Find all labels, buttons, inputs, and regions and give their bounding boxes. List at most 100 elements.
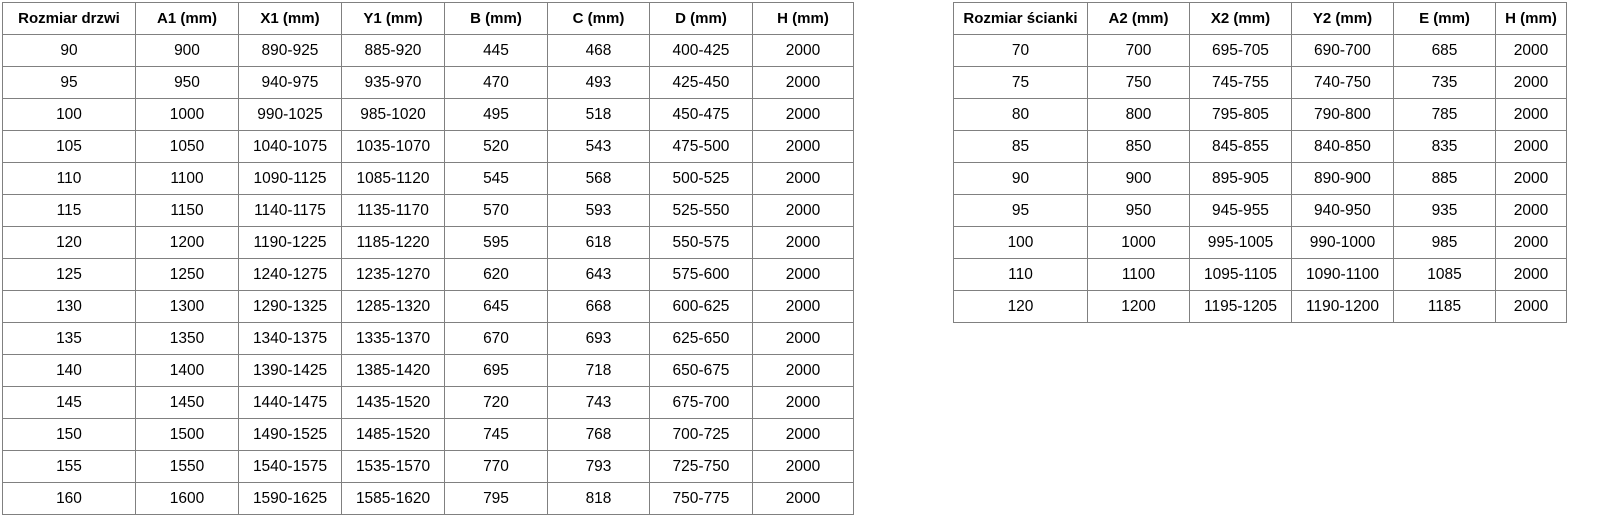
table-cell: 545: [444, 162, 548, 195]
doors-dimensions-table: Rozmiar drzwi A1 (mm) X1 (mm) Y1 (mm) B (mm)…: [2, 2, 854, 515]
table-cell: 668: [547, 290, 650, 323]
table-cell: 2000: [1495, 226, 1567, 259]
table-cell: 990-1025: [238, 98, 342, 131]
table-cell: 900: [135, 34, 239, 67]
table-cell: 985: [1393, 226, 1496, 259]
table-cell: 890-900: [1291, 162, 1394, 195]
table-cell: 1085: [1393, 258, 1496, 291]
table-cell: 800: [1087, 98, 1190, 131]
column-header: Rozmiar ścianki: [953, 2, 1088, 35]
table-cell: 2000: [752, 290, 854, 323]
table-cell: 445: [444, 34, 548, 67]
column-header: Y2 (mm): [1291, 2, 1394, 35]
table-cell: 645: [444, 290, 548, 323]
table-cell: 568: [547, 162, 650, 195]
table-cell: 1300: [135, 290, 239, 323]
table-cell: 768: [547, 418, 650, 451]
table-cell: 543: [547, 130, 650, 163]
table-cell: 1490-1525: [238, 418, 342, 451]
table-cell: 550-575: [649, 226, 753, 259]
table-cell: 593: [547, 194, 650, 227]
table-cell: 1190-1225: [238, 226, 342, 259]
table-cell: 125: [2, 258, 136, 291]
table-cell: 1585-1620: [341, 482, 445, 515]
table-cell: 718: [547, 354, 650, 387]
table-cell: 725-750: [649, 450, 753, 483]
table-header-row: Rozmiar drzwi A1 (mm) X1 (mm) Y1 (mm) B (mm)…: [2, 2, 854, 35]
table-cell: 1440-1475: [238, 386, 342, 419]
table-cell: 1550: [135, 450, 239, 483]
table-row: 105 1050 1040-1075 1035-1070 520 543 475-500 20…: [2, 130, 854, 163]
column-header: A1 (mm): [135, 2, 239, 35]
table-cell: 130: [2, 290, 136, 323]
table-cell: 600-625: [649, 290, 753, 323]
table-cell: 75: [953, 66, 1088, 99]
table-cell: 425-450: [649, 66, 753, 99]
table-cell: 900: [1087, 162, 1190, 195]
table-cell: 750-775: [649, 482, 753, 515]
table-cell: 1000: [135, 98, 239, 131]
table-row: 85 850 845-855 840-850 835 2000: [953, 130, 1567, 163]
table-cell: 2000: [1495, 290, 1567, 323]
table-row: 125 1250 1240-1275 1235-1270 620 643 575-600 20…: [2, 258, 854, 291]
table-row: 100 1000 995-1005 990-1000 985 2000: [953, 226, 1567, 259]
table-cell: 2000: [752, 386, 854, 419]
column-header: H (mm): [1495, 2, 1567, 35]
table-cell: 2000: [752, 258, 854, 291]
table-cell: 2000: [1495, 130, 1567, 163]
table-cell: 1100: [135, 162, 239, 195]
table-cell: 595: [444, 226, 548, 259]
table-row: 135 1350 1340-1375 1335-1370 670 693 625-650 20…: [2, 322, 854, 355]
table-cell: 1190-1200: [1291, 290, 1394, 323]
table-cell: 643: [547, 258, 650, 291]
table-cell: 845-855: [1189, 130, 1292, 163]
walls-table-header: Rozmiar ścianki A2 (mm) X2 (mm) Y2 (mm) E (m…: [953, 2, 1567, 35]
table-cell: 1435-1520: [341, 386, 445, 419]
table-cell: 940-950: [1291, 194, 1394, 227]
table-cell: 495: [444, 98, 548, 131]
table-cell: 990-1000: [1291, 226, 1394, 259]
table-cell: 105: [2, 130, 136, 163]
table-cell: 695-705: [1189, 34, 1292, 67]
table-cell: 1485-1520: [341, 418, 445, 451]
column-header: X2 (mm): [1189, 2, 1292, 35]
table-row: 110 1100 1095-1105 1090-1100 1085 2000: [953, 258, 1567, 291]
walls-dimensions-table-block: Rozmiar ścianki A2 (mm) X2 (mm) Y2 (mm) E (m…: [953, 2, 1567, 323]
table-cell: 1390-1425: [238, 354, 342, 387]
table-cell: 1600: [135, 482, 239, 515]
table-cell: 1290-1325: [238, 290, 342, 323]
column-header: H (mm): [752, 2, 854, 35]
table-cell: 670: [444, 322, 548, 355]
table-cell: 695: [444, 354, 548, 387]
table-cell: 2000: [752, 418, 854, 451]
column-header: Y1 (mm): [341, 2, 445, 35]
table-row: 90 900 895-905 890-900 885 2000: [953, 162, 1567, 195]
table-cell: 940-975: [238, 66, 342, 99]
table-cell: 935: [1393, 194, 1496, 227]
table-cell: 2000: [1495, 162, 1567, 195]
table-cell: 743: [547, 386, 650, 419]
table-cell: 1500: [135, 418, 239, 451]
table-cell: 1195-1205: [1189, 290, 1292, 323]
table-cell: 120: [953, 290, 1088, 323]
table-cell: 1240-1275: [238, 258, 342, 291]
table-cell: 475-500: [649, 130, 753, 163]
table-row: 120 1200 1195-1205 1190-1200 1185 2000: [953, 290, 1567, 323]
table-cell: 110: [2, 162, 136, 195]
table-cell: 1200: [1087, 290, 1190, 323]
table-cell: 1450: [135, 386, 239, 419]
table-cell: 150: [2, 418, 136, 451]
table-cell: 1400: [135, 354, 239, 387]
column-header: X1 (mm): [238, 2, 342, 35]
table-cell: 745: [444, 418, 548, 451]
table-row: 120 1200 1190-1225 1185-1220 595 618 550-575 20…: [2, 226, 854, 259]
table-cell: 885: [1393, 162, 1496, 195]
table-cell: 675-700: [649, 386, 753, 419]
table-cell: 400-425: [649, 34, 753, 67]
table-cell: 1335-1370: [341, 322, 445, 355]
table-cell: 493: [547, 66, 650, 99]
table-cell: 700-725: [649, 418, 753, 451]
table-cell: 2000: [752, 322, 854, 355]
table-cell: 1140-1175: [238, 194, 342, 227]
table-cell: 90: [953, 162, 1088, 195]
